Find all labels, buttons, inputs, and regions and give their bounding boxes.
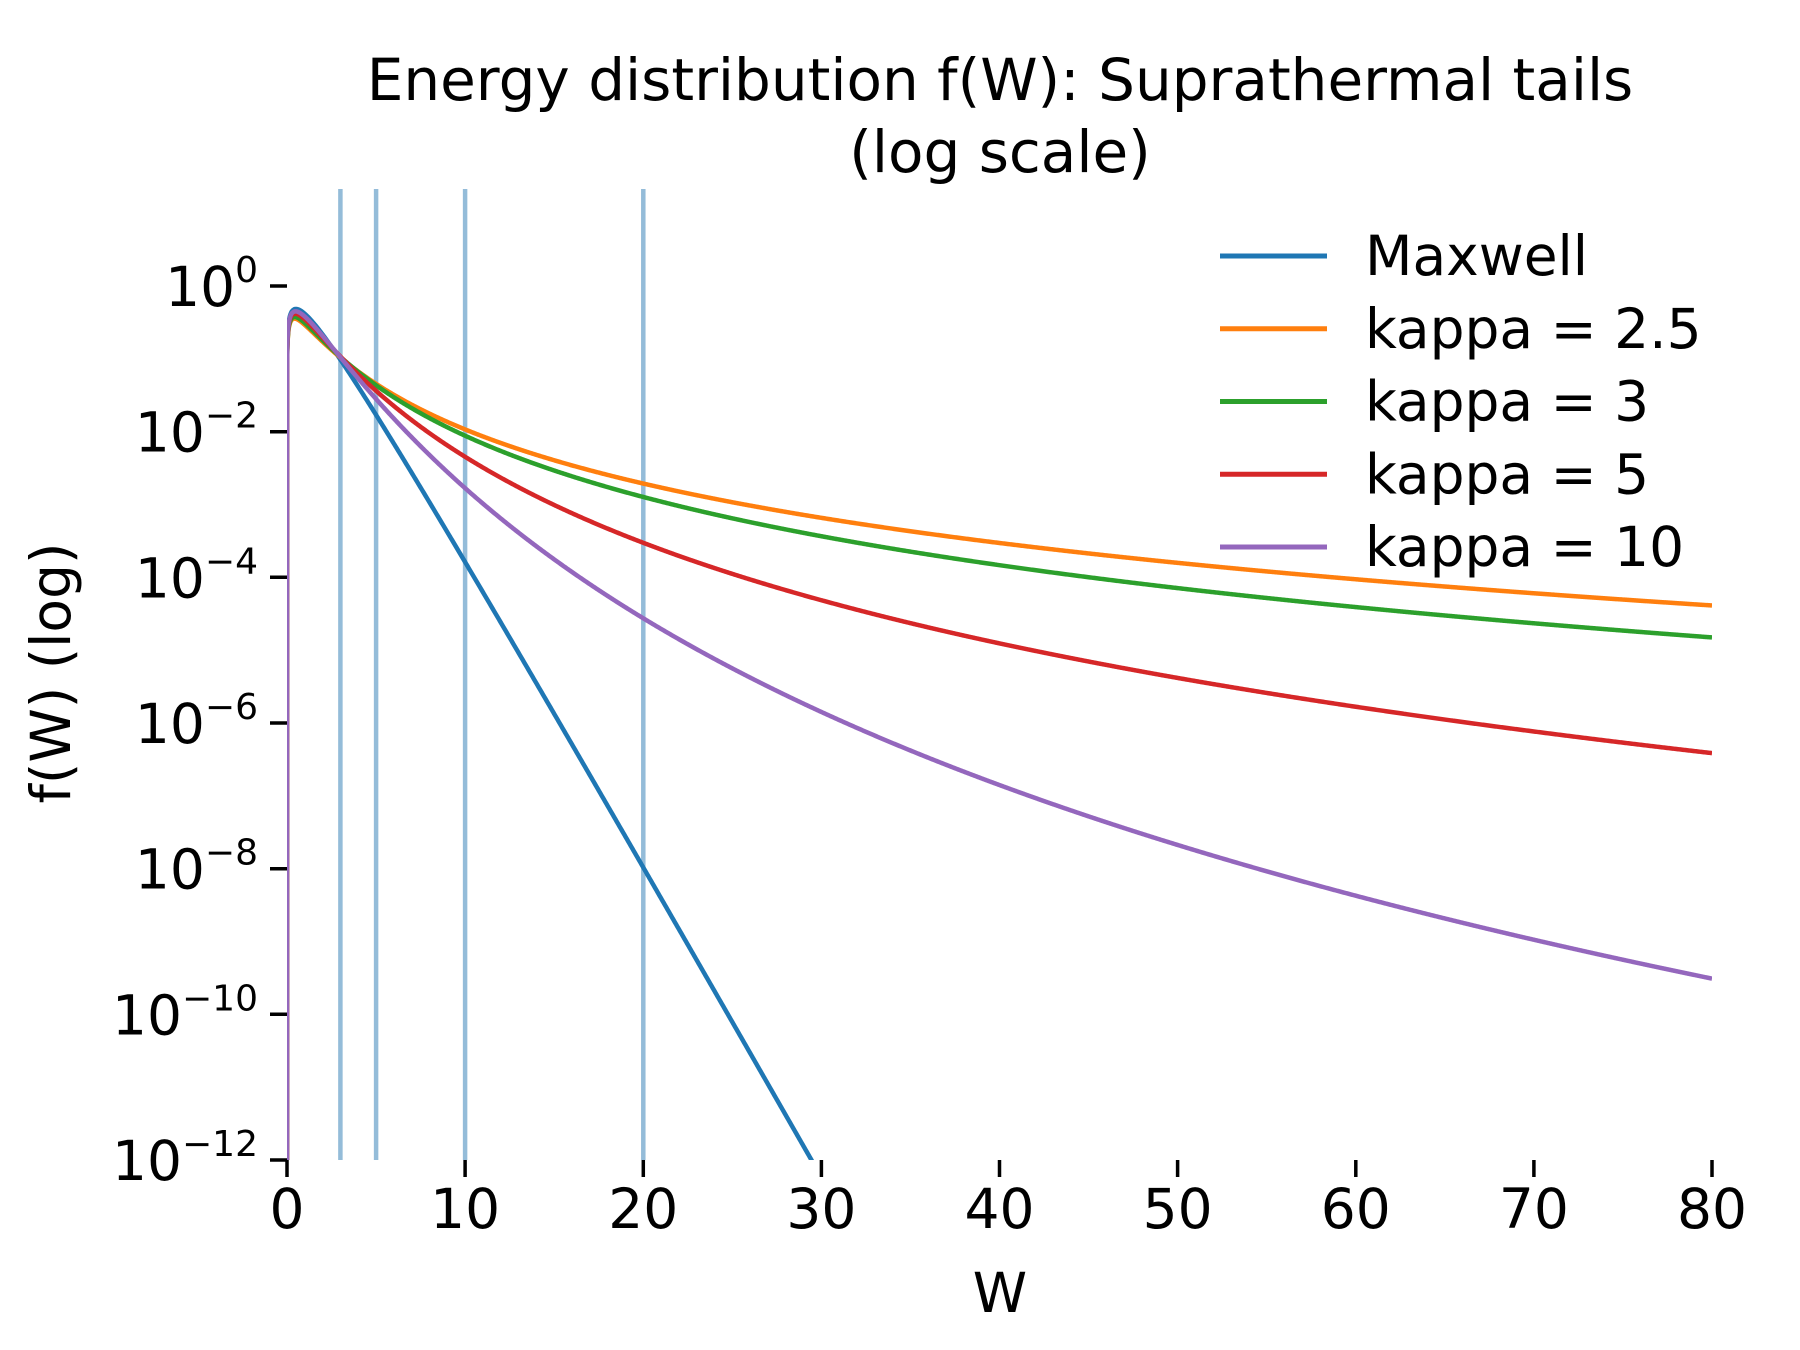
- legend: Maxwell kappa = 2.5 kappa = 3 kappa = 5 kapp…: [1220, 224, 1702, 579]
- y-axis-ticks: 100 10−2 10−4 10−6 10−8 10−10 10−12: [112, 250, 287, 1193]
- curve-maxwell: [287, 306, 815, 1160]
- x-tick-label-70: 70: [1499, 1177, 1569, 1241]
- legend-item-kappa-5: kappa = 5: [1220, 442, 1649, 506]
- y-tick-label-1e-12: 10−12: [112, 1124, 258, 1193]
- curve-kappa-2.5: [287, 316, 1712, 1160]
- legend-item-label: kappa = 3: [1365, 370, 1649, 434]
- legend-item-kappa-10: kappa = 10: [1220, 515, 1684, 579]
- y-axis-label: f(W) (log): [19, 543, 83, 804]
- curve-kappa-10: [287, 309, 1712, 1160]
- chart-title-line1: Energy distribution f(W): Suprathermal t…: [367, 46, 1634, 114]
- chart-title-line2: (log scale): [849, 118, 1151, 186]
- x-axis-ticks: 0 10 20 30 40 50 60 70 80: [270, 1160, 1747, 1241]
- x-tick-label-40: 40: [965, 1177, 1035, 1241]
- y-tick-label-1e-6: 10−6: [135, 687, 258, 756]
- x-tick-label-50: 50: [1143, 1177, 1213, 1241]
- x-tick-label-20: 20: [608, 1177, 678, 1241]
- x-axis-label: W: [973, 1261, 1027, 1325]
- y-tick-label-1e0: 100: [165, 250, 258, 319]
- curve-kappa-3: [287, 314, 1712, 1160]
- x-tick-label-10: 10: [430, 1177, 500, 1241]
- x-tick-label-0: 0: [270, 1177, 305, 1241]
- legend-item-label: Maxwell: [1365, 224, 1588, 288]
- distribution-curves: [287, 306, 1712, 1160]
- curve-kappa-5: [287, 311, 1712, 1160]
- vertical-marker-lines: [338, 189, 646, 1160]
- legend-item-kappa-2.5: kappa = 2.5: [1220, 297, 1702, 361]
- y-tick-label-1e-10: 10−10: [112, 978, 258, 1047]
- legend-item-maxwell: Maxwell: [1220, 224, 1588, 288]
- legend-item-kappa-3: kappa = 3: [1220, 370, 1649, 434]
- legend-item-label: kappa = 5: [1365, 442, 1649, 506]
- y-tick-label-1e-2: 10−2: [135, 396, 258, 465]
- x-tick-label-30: 30: [786, 1177, 856, 1241]
- y-tick-label-1e-4: 10−4: [135, 541, 258, 610]
- x-tick-label-60: 60: [1321, 1177, 1391, 1241]
- legend-item-label: kappa = 10: [1365, 515, 1684, 579]
- x-tick-label-80: 80: [1677, 1177, 1747, 1241]
- legend-item-label: kappa = 2.5: [1365, 297, 1702, 361]
- y-tick-label-1e-8: 10−8: [135, 833, 258, 902]
